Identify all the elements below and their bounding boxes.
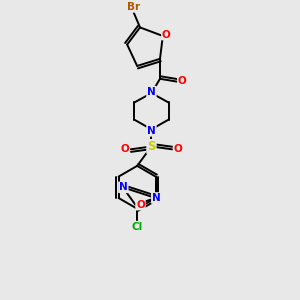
Text: Br: Br bbox=[127, 2, 140, 12]
Text: N: N bbox=[147, 126, 156, 136]
Text: Cl: Cl bbox=[131, 222, 143, 232]
Text: O: O bbox=[121, 144, 129, 154]
Text: O: O bbox=[162, 29, 171, 40]
Text: O: O bbox=[178, 76, 187, 85]
Text: S: S bbox=[147, 140, 156, 153]
Text: O: O bbox=[136, 200, 145, 210]
Text: N: N bbox=[152, 193, 161, 203]
Text: N: N bbox=[119, 182, 128, 192]
Text: O: O bbox=[174, 144, 182, 154]
Text: N: N bbox=[147, 87, 156, 97]
